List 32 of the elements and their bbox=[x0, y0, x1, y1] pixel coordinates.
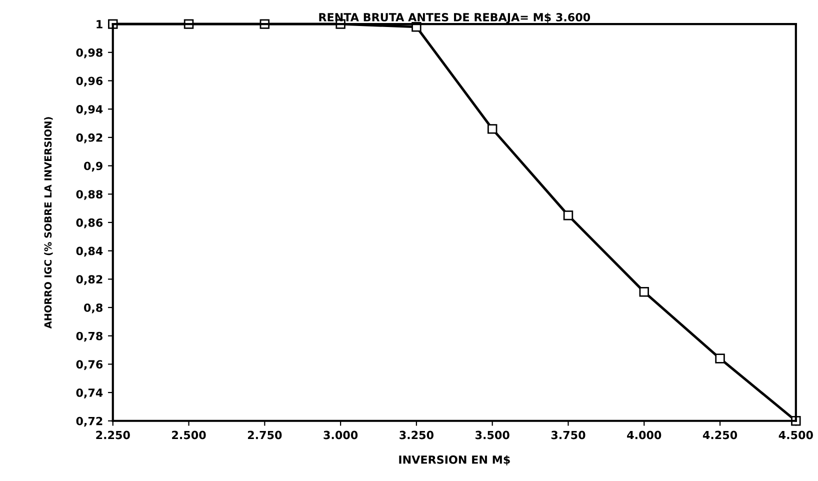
point bbox=[563, 210, 574, 220]
y-tick-label: 0,8 bbox=[84, 303, 102, 314]
y-tick-label: 0,86 bbox=[76, 218, 103, 228]
y-tick-label: 0,98 bbox=[76, 48, 102, 58]
y-tick-label: 0,96 bbox=[76, 76, 103, 87]
y-axis-title: AHORRO IGC (% SOBRE LA INVERSION) bbox=[44, 117, 53, 329]
x-tick-label: 4.250 bbox=[702, 430, 738, 440]
y-tick-label: 0,9 bbox=[84, 162, 102, 172]
y-tick-label: 0,88 bbox=[76, 190, 102, 200]
y-tick-label: 0,76 bbox=[76, 360, 103, 370]
x-tick-label: 4.500 bbox=[778, 430, 813, 440]
y-tick-label: 0,82 bbox=[76, 275, 102, 285]
x-tick-label: 3.500 bbox=[476, 430, 510, 440]
y-tick-label: 0,94 bbox=[76, 105, 103, 115]
x-tick-label: 3.250 bbox=[400, 430, 434, 440]
x-tick-label: 2.750 bbox=[248, 430, 282, 440]
y-tick-label: 0,84 bbox=[76, 246, 103, 257]
x-tick-label: 2.500 bbox=[172, 430, 206, 440]
y-tick-label: 1 bbox=[96, 20, 102, 28]
y-tick-label: 0,92 bbox=[76, 133, 102, 144]
point bbox=[639, 287, 649, 297]
y-tick-label: 0,78 bbox=[76, 332, 102, 342]
x-tick-label: 4.000 bbox=[627, 430, 662, 440]
x-tick-label: 3.750 bbox=[551, 430, 586, 440]
y-tick-label: 0,72 bbox=[76, 416, 102, 427]
chart-title: RENTA BRUTA ANTES DE REBAJA= M$ 3.600 bbox=[319, 12, 590, 24]
point bbox=[715, 354, 725, 364]
x-tick-label: 3.000 bbox=[324, 430, 358, 440]
point bbox=[487, 124, 498, 134]
x-tick-label: 2.250 bbox=[96, 430, 130, 440]
x-axis-title: INVERSION EN M$ bbox=[399, 455, 510, 466]
y-tick-label: 0,74 bbox=[76, 388, 103, 398]
